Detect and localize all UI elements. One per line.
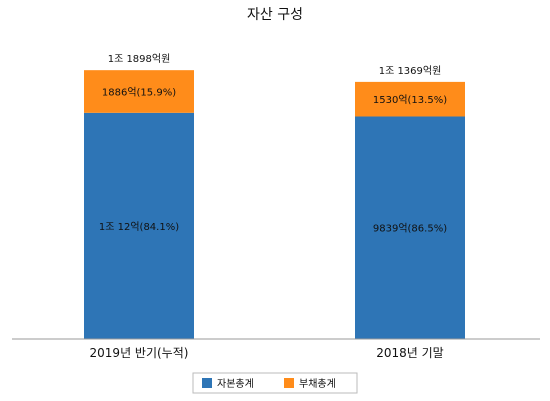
legend: 자본총계 부채총계 [192, 372, 358, 394]
x-tick-labels: 2019년 반기(누적) 2018년 기말 [90, 346, 444, 360]
total-label-0: 1조 1898억원 [108, 53, 171, 65]
legend-swatch-equity [202, 378, 212, 388]
legend-swatch-liabilities [284, 378, 294, 388]
x-tick-label-0: 2019년 반기(누적) [90, 346, 189, 360]
legend-label-liabilities: 부채총계 [299, 378, 336, 390]
x-tick-label-1: 2018년 기말 [376, 346, 443, 360]
data-label-equity-1: 9839억(86.5%) [373, 223, 447, 235]
chart-title: 자산 구성 [247, 7, 303, 23]
bar-liabilities-1 [355, 81, 465, 117]
bars-group: 1조 12억(84.1%) 1886억(15.9%) 1조 1898억원 9839억(… [84, 53, 465, 339]
data-label-liabilities-1: 1530억(13.5%) [373, 94, 447, 106]
bar-equity-0 [84, 112, 194, 339]
total-label-1: 1조 1369억원 [379, 65, 442, 77]
bar-equity-1 [355, 116, 465, 339]
bar-liabilities-0 [84, 70, 194, 113]
legend-box [192, 372, 358, 394]
data-label-liabilities-0: 1886억(15.9%) [102, 86, 176, 98]
data-label-equity-0: 1조 12억(84.1%) [99, 221, 179, 233]
legend-label-equity: 자본총계 [217, 378, 254, 390]
